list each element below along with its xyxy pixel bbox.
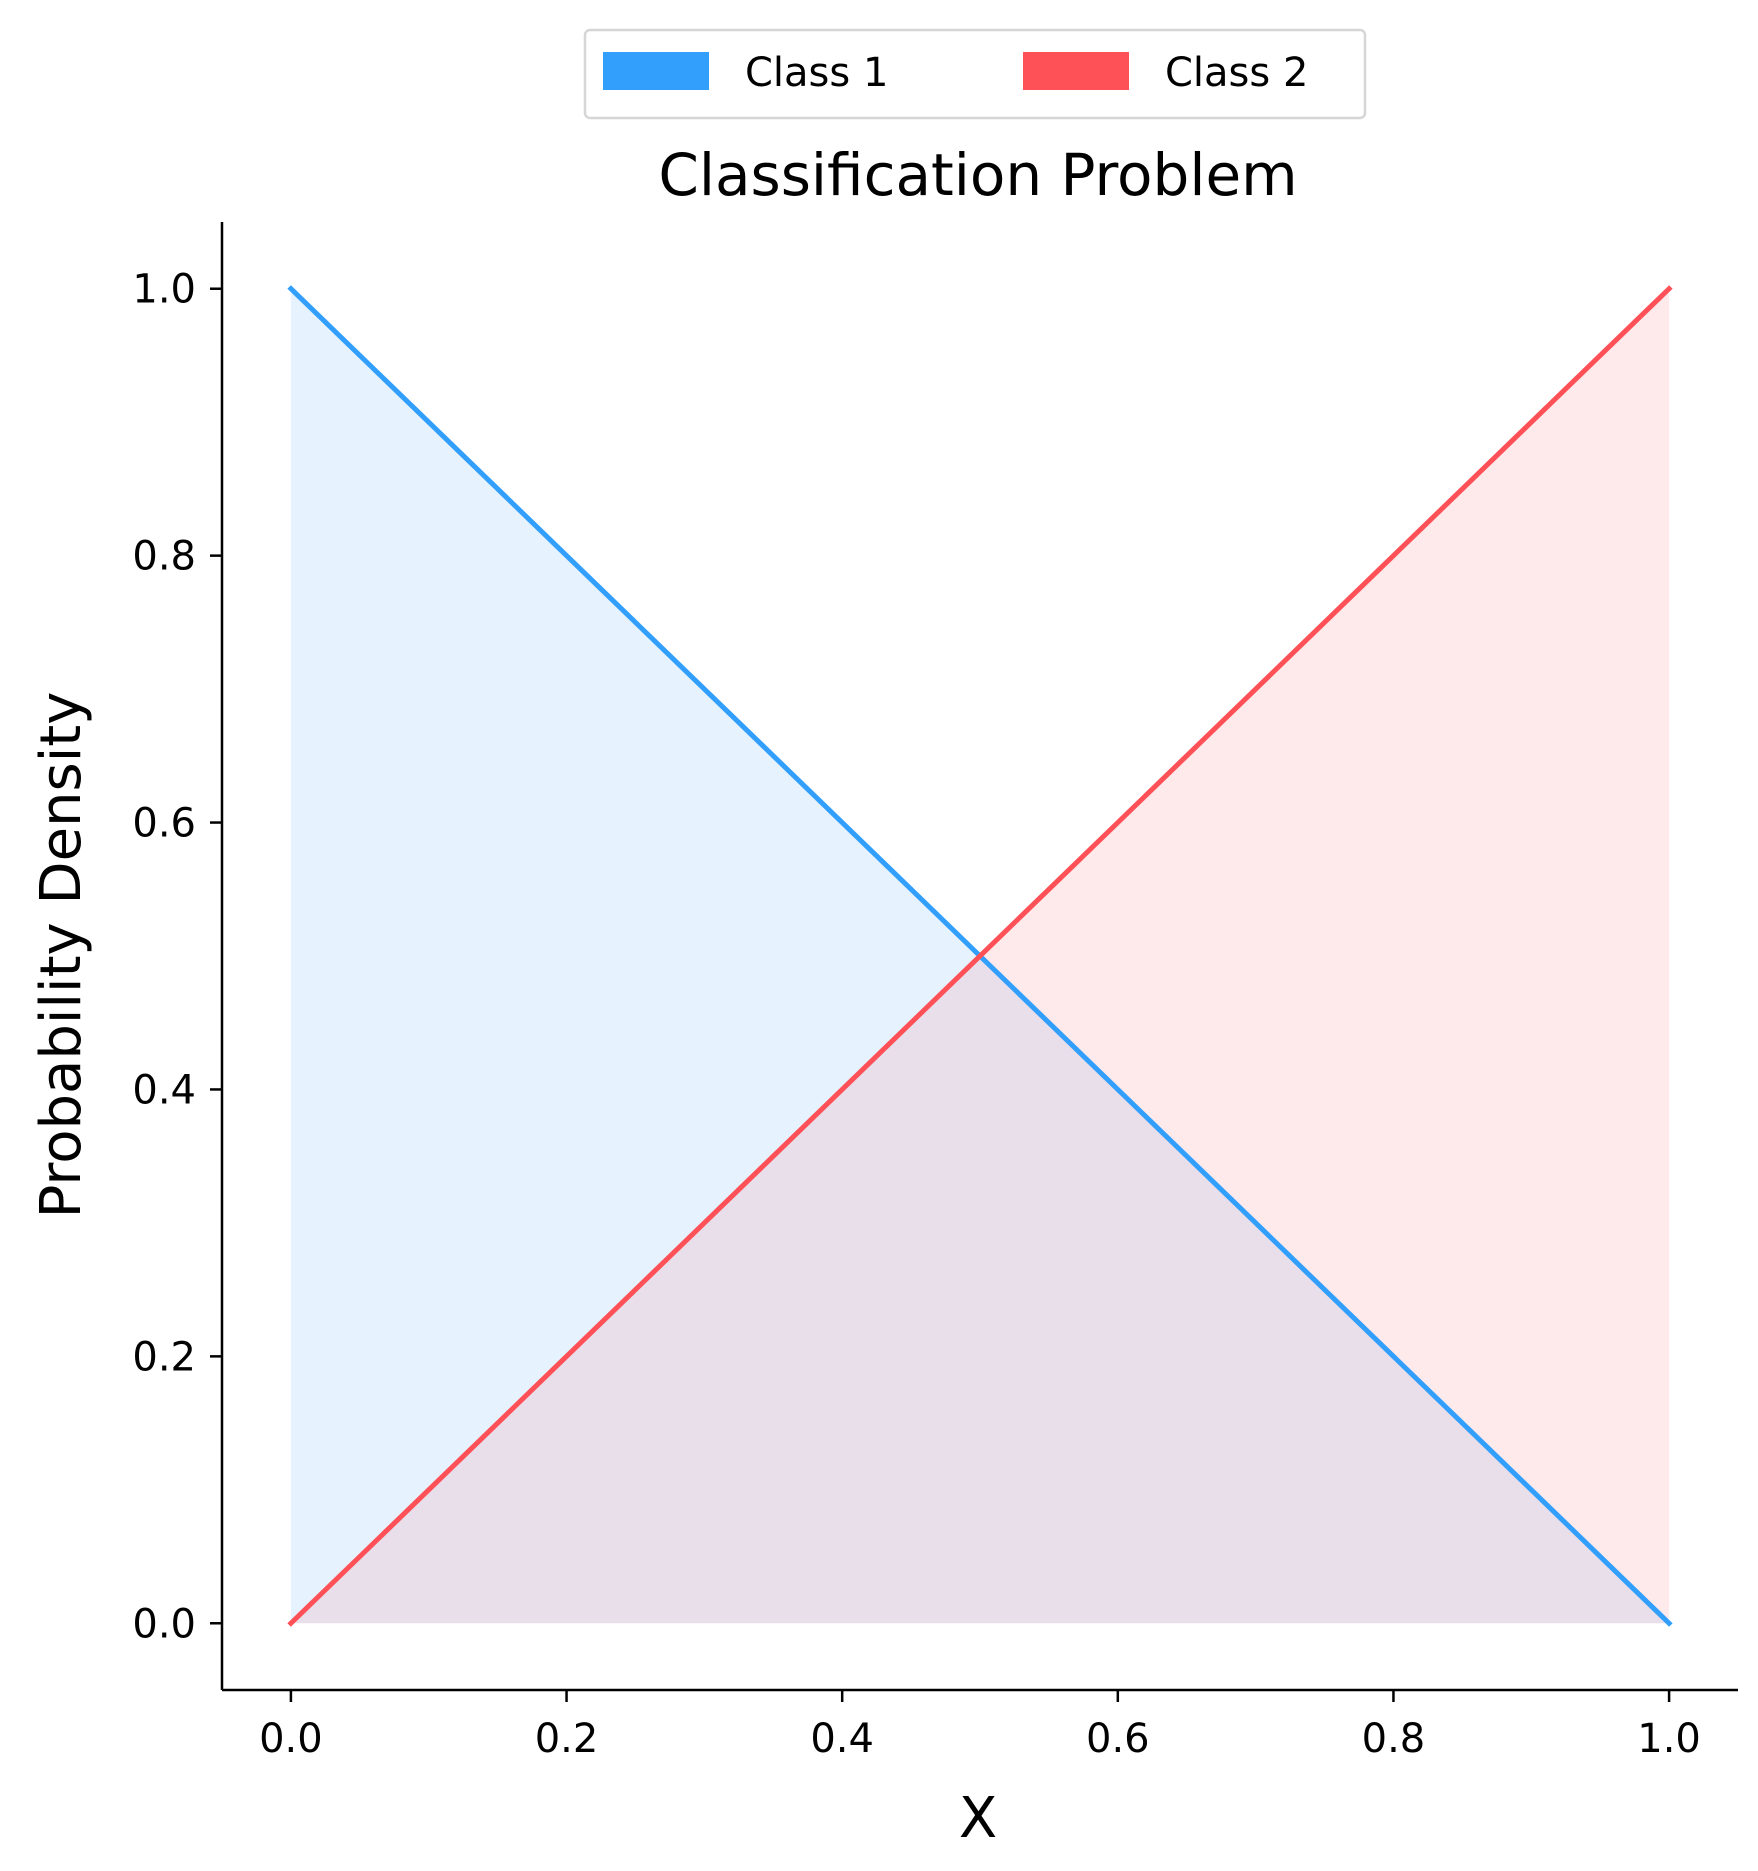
x-tick-label: 0.8 [1362, 1716, 1426, 1762]
y-tick-label: 0.6 [132, 801, 196, 847]
x-tick-label: 0.2 [535, 1716, 599, 1762]
x-axis-label: X [959, 1786, 997, 1851]
y-tick-label: 0.4 [132, 1067, 196, 1113]
legend-swatch-class-2 [1023, 52, 1129, 90]
y-tick-label: 1.0 [132, 267, 196, 313]
axes [220, 222, 1738, 1692]
y-tick-label: 0.2 [132, 1334, 196, 1380]
x-tick-label: 0.4 [810, 1716, 874, 1762]
x-tick-label: 0.6 [1086, 1716, 1150, 1762]
legend: Class 1 Class 2 [583, 28, 1367, 120]
legend-frame [583, 28, 1367, 120]
y-tick-label: 0.0 [132, 1601, 196, 1647]
series-line-2 [287, 285, 1673, 1627]
legend-label-class-1: Class 1 [745, 50, 888, 96]
x-tick-label: 1.0 [1637, 1716, 1701, 1762]
legend-label-class-2: Class 2 [1165, 50, 1308, 96]
legend-swatch-class-1 [603, 52, 709, 90]
y-axis-ticks: 0.0 0.2 0.4 0.6 0.8 1.0 [132, 267, 222, 1647]
chart-title: Classification Problem [658, 141, 1297, 209]
y-axis-label: Probability Density [29, 692, 94, 1219]
x-axis-ticks: 0.0 0.2 0.4 0.6 0.8 1.0 [259, 1690, 1701, 1762]
x-tick-label: 0.0 [259, 1716, 323, 1762]
series-lines [287, 285, 1673, 1627]
y-tick-label: 0.8 [132, 534, 196, 580]
